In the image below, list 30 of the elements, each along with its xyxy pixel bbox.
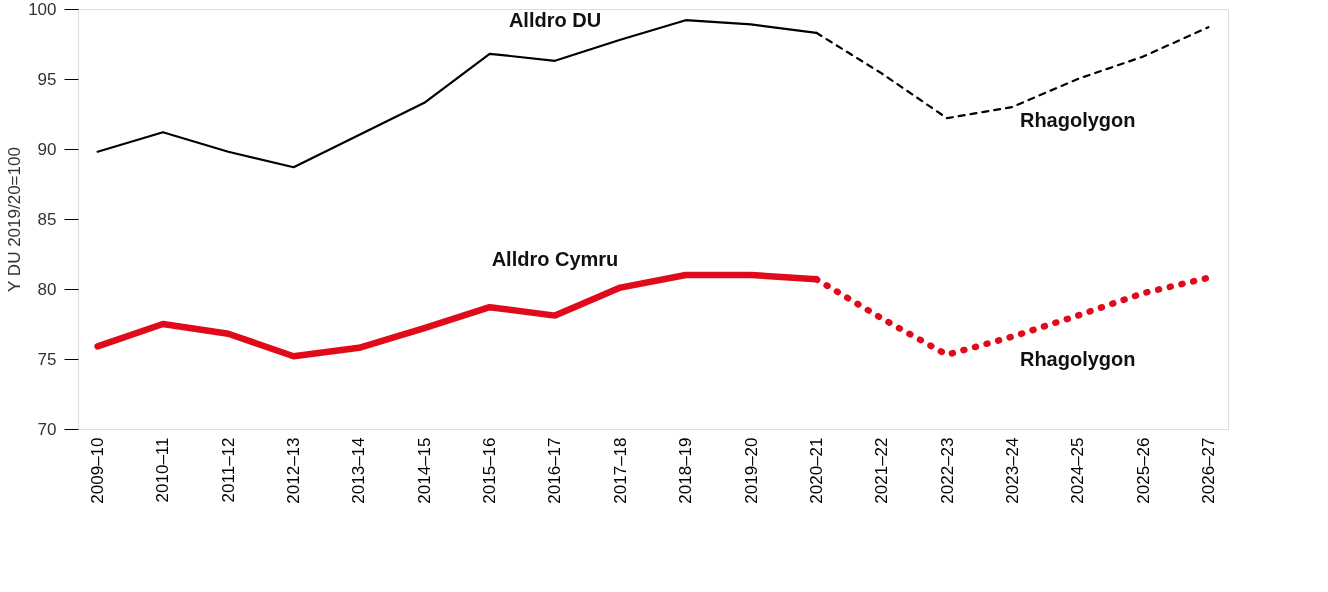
x-tick-label: 2009–10 xyxy=(88,437,108,504)
x-tick-label: 2020–21 xyxy=(806,437,826,504)
series-label: Alldro DU xyxy=(508,8,602,31)
x-tick-label: 2022–23 xyxy=(937,437,957,504)
x-tick-label: 2018–19 xyxy=(676,437,696,504)
series-label: Rhagolygon xyxy=(1019,109,1136,131)
y-tick-label: 75 xyxy=(37,349,57,369)
y-tick-label: 90 xyxy=(37,139,57,159)
x-tick-label: 2010–11 xyxy=(153,437,173,503)
x-tick-label: 2026–27 xyxy=(1198,437,1218,504)
x-tick-label: 2012–13 xyxy=(284,437,304,504)
y-tick-label: 100 xyxy=(28,0,57,19)
x-tick-label: 2019–20 xyxy=(741,437,761,504)
x-tick-label: 2025–26 xyxy=(1133,437,1153,504)
x-tick-label: 2016–17 xyxy=(545,437,565,504)
y-tick-label: 70 xyxy=(37,419,57,439)
x-tick-label: 2015–16 xyxy=(480,437,500,504)
x-tick-label: 2014–15 xyxy=(414,437,434,504)
y-tick-label: 80 xyxy=(37,279,57,299)
x-tick-label: 2017–18 xyxy=(610,437,630,504)
y-tick-label: 85 xyxy=(37,209,57,229)
x-tick-label: 2011–12 xyxy=(218,437,238,503)
x-tick-label: 2021–22 xyxy=(872,437,892,504)
x-tick-label: 2013–14 xyxy=(349,437,369,504)
series-label: Rhagolygon xyxy=(1019,347,1136,370)
y-axis-title: Y DU 2019/20=100 xyxy=(5,147,25,292)
series-label: Alldro Cymru xyxy=(491,247,619,270)
x-tick-label: 2024–25 xyxy=(1068,437,1088,504)
y-tick-label: 95 xyxy=(37,69,57,89)
x-tick-label: 2023–24 xyxy=(1002,437,1022,504)
